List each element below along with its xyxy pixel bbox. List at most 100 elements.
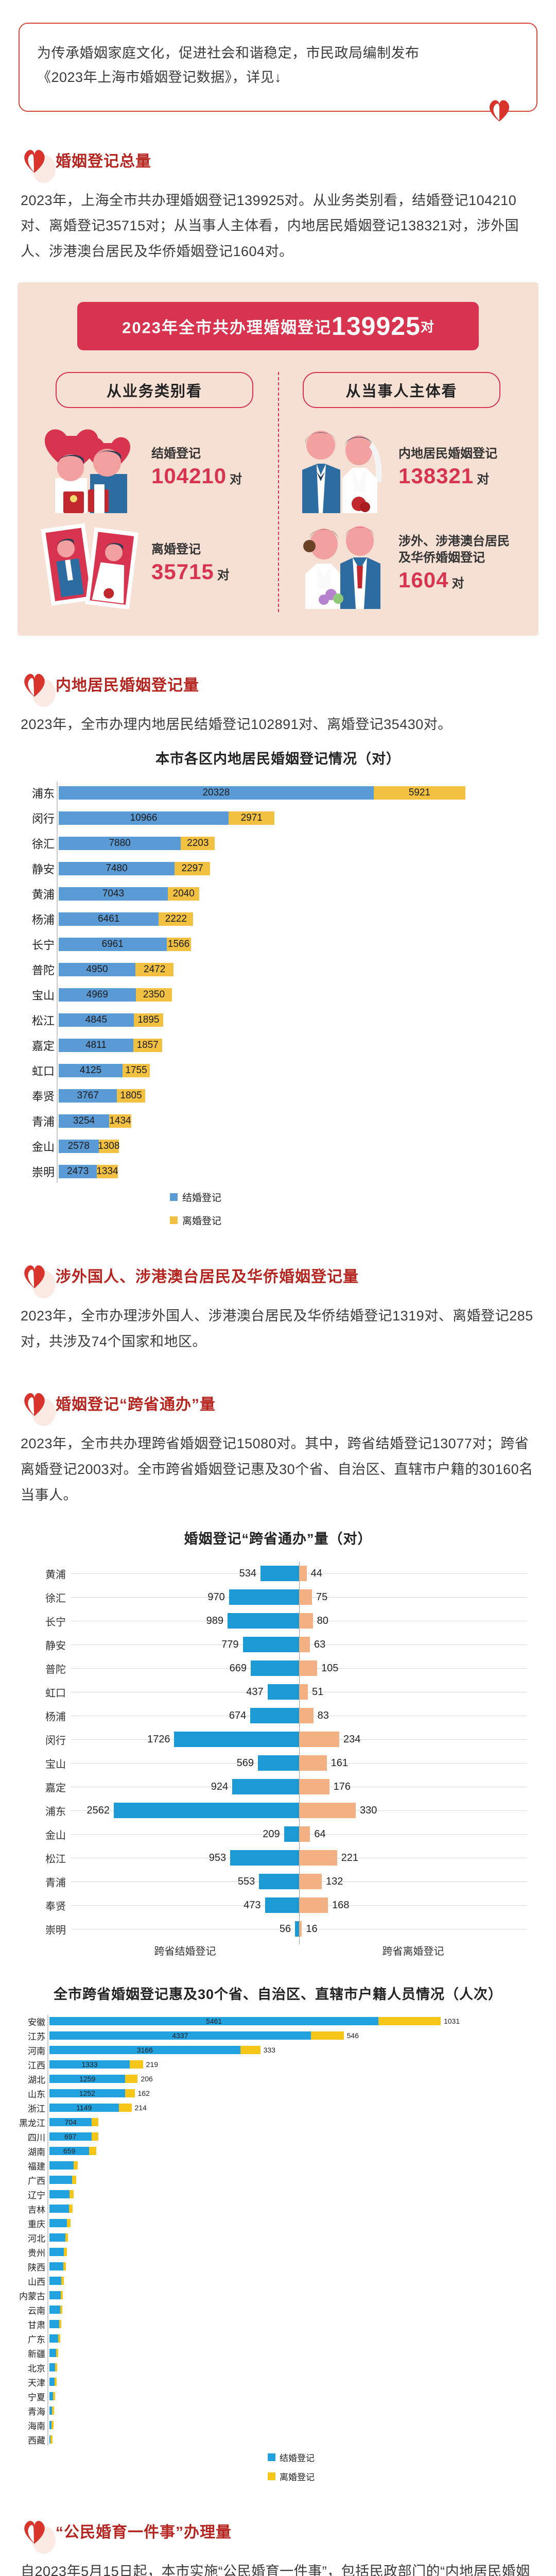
bar-value: 333 xyxy=(263,2046,275,2055)
row-label: 奉贤 xyxy=(45,1901,66,1912)
bar-value: 221 xyxy=(341,1852,359,1863)
row-label: 长宁 xyxy=(45,1616,66,1628)
legend-swatch xyxy=(170,1216,178,1225)
bar-divorce xyxy=(299,1566,307,1582)
row-label: 徐汇 xyxy=(31,838,55,851)
legend-item: 结婚登记 xyxy=(170,1190,556,1204)
bar-segment-divorce xyxy=(58,2334,60,2343)
bar-value: 105 xyxy=(321,1662,339,1674)
bar-segment-divorce: 2472 xyxy=(135,963,174,977)
chart-plot-area: 黄浦 534 44 徐汇 970 75 长宁 989 80 静安 779 63 普陀 669 105 虹口 43… xyxy=(29,1562,527,1958)
row-label: 内蒙古 xyxy=(19,2291,45,2301)
row-label: 长宁 xyxy=(31,939,55,952)
chart-row: 徐汇 970 75 xyxy=(29,1585,527,1609)
chart-row: 山西 xyxy=(28,2275,538,2287)
row-label: 静安 xyxy=(31,863,55,876)
chart-row: 重庆 xyxy=(28,2217,538,2229)
stat-values: 离婚登记 35715 对 xyxy=(151,541,271,584)
chart-row: 海南 xyxy=(28,2419,538,2431)
axis-label-left: 跨省结婚登记 xyxy=(154,1946,216,1958)
bar-segment-marriage: 4845 xyxy=(59,1013,134,1027)
chart-row: 普陀 669 105 xyxy=(29,1656,527,1680)
left-bar-group: 989 xyxy=(71,1613,299,1629)
row-label: 嘉定 xyxy=(31,1040,55,1053)
bar-segment-marriage xyxy=(49,2161,74,2170)
bar-segment-divorce: 1805 xyxy=(117,1089,145,1103)
bar-segment-divorce xyxy=(50,2435,53,2444)
bar-segment-marriage: 2473 xyxy=(59,1165,97,1179)
foreign-couple-illustration xyxy=(285,516,393,609)
row-label: 松江 xyxy=(45,1853,66,1865)
chart-plot-area: 安徽 5461 1031 江苏 4337 546 河南 3166 333 江西 1333 219 湖北 1… xyxy=(19,2015,538,2446)
bar-value: 161 xyxy=(331,1757,349,1769)
bar-segment-divorce: 2971 xyxy=(229,811,275,825)
stat-divorce-registrations: 离婚登记 35715 对 xyxy=(38,516,271,609)
bar-segment-divorce xyxy=(89,2147,97,2156)
chart-row: 安徽 5461 1031 xyxy=(28,2015,538,2027)
bar-segment-marriage xyxy=(49,2277,62,2285)
row-label: 虹口 xyxy=(45,1687,66,1699)
right-bar-group: 105 xyxy=(299,1660,527,1676)
section-heading-mainland: 内地居民婚姻登记量 xyxy=(21,669,556,707)
row-label: 青浦 xyxy=(31,1115,55,1129)
bar-segment-divorce: 1308 xyxy=(98,1140,119,1154)
bar-segment-marriage: 6961 xyxy=(59,938,167,952)
row-label: 吉林 xyxy=(28,2205,45,2215)
legend-label: 结婚登记 xyxy=(280,2453,315,2464)
row-label: 金山 xyxy=(31,1141,55,1154)
bar-value: 44 xyxy=(310,1567,322,1579)
row-label: 青浦 xyxy=(45,1877,66,1889)
row-label: 普陀 xyxy=(45,1664,66,1675)
right-bar-group: 330 xyxy=(299,1803,527,1819)
left-bar-group: 1726 xyxy=(71,1732,299,1748)
chart-row: 闵行 1726 234 xyxy=(29,1727,527,1751)
right-bar-group: 83 xyxy=(299,1708,527,1724)
bar-segment-divorce xyxy=(55,2363,58,2372)
bar-value: 214 xyxy=(134,2104,147,2112)
chart-row: 浦东 20328 5921 xyxy=(32,782,532,804)
chart-row: 虹口 437 51 xyxy=(29,1680,527,1704)
heart-icon xyxy=(24,1393,45,1416)
heart-icon xyxy=(24,2521,45,2544)
left-bar-group: 56 xyxy=(71,1921,299,1937)
chart-row: 杨浦 674 83 xyxy=(29,1704,527,1727)
chart-row: 青浦 3254 1434 xyxy=(32,1110,532,1132)
bar-segment-marriage: 1252 xyxy=(49,2089,125,2098)
right-bar-group: 176 xyxy=(299,1779,527,1795)
chart-row: 黄浦 7043 2040 xyxy=(32,883,532,905)
bar-marriage xyxy=(114,1803,299,1819)
bar-segment-divorce xyxy=(63,2262,66,2271)
paragraph-mainland: 2023年，全市办理内地居民结婚登记102891对、离婚登记35430对。 xyxy=(21,717,452,733)
bar-segment-marriage: 4811 xyxy=(59,1039,133,1053)
row-label: 湖南 xyxy=(28,2147,45,2157)
stat-value: 104210 xyxy=(151,463,227,488)
bar-segment-marriage xyxy=(49,2435,51,2444)
paragraph-total: 2023年，上海全市共办理婚姻登记139925对。从业务类别看，结婚登记1042… xyxy=(21,192,519,260)
chart-district-stacked: 本市各区内地居民婚姻登记情况（对） 浦东 20328 5921 闵行 10966 2971… xyxy=(0,749,556,1227)
bar-value: 83 xyxy=(317,1709,329,1721)
bar-marriage xyxy=(251,1660,299,1676)
intro-card: 为传承婚姻家庭文化，促进社会和谐稳定，市民政局编制发布 《2023年上海市婚姻登… xyxy=(19,23,537,122)
bar-segment-marriage: 3254 xyxy=(59,1114,109,1128)
torn-photo-illustration xyxy=(38,516,146,609)
bar-marriage xyxy=(174,1732,299,1748)
row-label: 新疆 xyxy=(28,2349,45,2359)
bar-segment-divorce: 1566 xyxy=(166,938,191,952)
left-bar-group: 669 xyxy=(71,1660,299,1676)
bar-value: 674 xyxy=(229,1709,247,1721)
heart-icon xyxy=(24,149,45,173)
bar-segment-divorce xyxy=(91,2132,99,2141)
chart-row: 黄浦 534 44 xyxy=(29,1562,527,1585)
heading-text: “公民婚育一件事”办理量 xyxy=(56,2524,232,2541)
bar-segment-marriage xyxy=(49,2291,61,2300)
row-label: 北京 xyxy=(28,2363,45,2374)
row-label: 河南 xyxy=(28,2046,45,2056)
stat-marriage-registrations: 结婚登记 104210 对 xyxy=(38,420,271,514)
chart-row: 虹口 4125 1755 xyxy=(32,1059,532,1082)
chart-row: 青海 xyxy=(28,2404,538,2417)
bar-segment-divorce xyxy=(125,2089,135,2098)
row-label: 广东 xyxy=(28,2334,45,2345)
bar-segment-divorce xyxy=(51,2421,54,2430)
stat-values: 结婚登记 104210 对 xyxy=(151,446,271,488)
stat-values: 内地居民婚姻登记 138321 对 xyxy=(398,446,518,488)
